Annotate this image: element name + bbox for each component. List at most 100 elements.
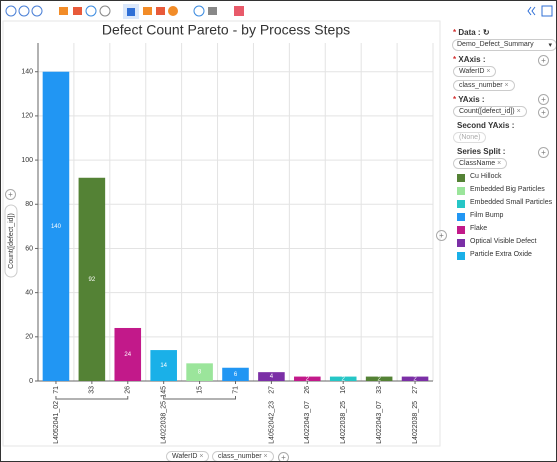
x-tick-label: 33: [89, 386, 96, 394]
label: Data :: [458, 28, 481, 37]
tool-icon[interactable]: [85, 5, 97, 17]
add-button[interactable]: +: [436, 230, 447, 241]
x-tick-label: 33: [376, 386, 383, 394]
add-button[interactable]: +: [538, 107, 549, 118]
tool-icon[interactable]: [168, 6, 178, 16]
legend-label: Particle Extra Oxide: [470, 251, 532, 258]
tool-icon[interactable]: [208, 7, 217, 15]
group-bracket: [55, 396, 129, 400]
data-heading: * Data : ↻: [453, 28, 490, 37]
y-tick-label: 0: [29, 378, 33, 385]
legend-label: Optical Visible Defect: [470, 238, 537, 245]
legend-swatch[interactable]: [457, 187, 465, 195]
bar: [114, 327, 142, 381]
x-tick-label: 71: [232, 386, 239, 394]
y-axis-title: Count([defect_id]): [8, 213, 15, 269]
bar: [78, 177, 106, 381]
bar: [401, 376, 429, 381]
field-pill[interactable]: WaferID: [453, 66, 497, 77]
legend-label: Embedded Big Particles: [470, 186, 545, 193]
tool-icon[interactable]: [5, 5, 17, 17]
bar-value-label: 140: [51, 224, 62, 230]
legend-label: Embedded Small Particles: [470, 199, 553, 206]
x-group-label: L4052041_02: [53, 401, 60, 444]
bar: [258, 372, 285, 381]
window-controls: [527, 5, 553, 17]
maximize-icon[interactable]: [541, 5, 553, 17]
tool-icon[interactable]: [31, 5, 43, 17]
x-tick-label: 15: [196, 386, 203, 394]
tool-icon[interactable]: [59, 7, 68, 15]
bar: [329, 376, 357, 381]
field-pill[interactable]: Count([defect_id]): [453, 106, 527, 117]
label: XAxis :: [458, 55, 486, 64]
split-heading: Series Split :: [457, 147, 506, 156]
select-value: Demo_Defect_Summary: [457, 41, 534, 48]
x-tick-label: 71: [53, 386, 60, 394]
add-button[interactable]: +: [278, 452, 289, 461]
y-axis-title-group: Count([defect_id]): [4, 204, 18, 278]
y-axis-pill[interactable]: [4, 204, 18, 278]
bar: [186, 363, 213, 381]
bar-value-label: 4: [270, 374, 274, 380]
group-bracket: [163, 396, 236, 400]
legend-swatch[interactable]: [457, 252, 465, 260]
y-tick-label: 120: [21, 113, 33, 120]
bar: [294, 376, 321, 381]
legend-swatch[interactable]: [457, 239, 465, 247]
bar-value-label: 6: [234, 372, 238, 378]
y-tick-label: 20: [25, 334, 33, 341]
label: YAxis :: [458, 95, 485, 104]
add-button[interactable]: +: [538, 147, 549, 158]
add-button[interactable]: +: [538, 94, 549, 105]
x-tick-label: 27: [268, 386, 275, 394]
bar-value-label: 2: [342, 376, 346, 382]
legend-swatch[interactable]: [457, 174, 465, 182]
y2-placeholder[interactable]: (None): [453, 132, 487, 143]
bar-value-label: 24: [124, 352, 131, 358]
x-group-label: L4022043_07: [376, 401, 383, 444]
legend-swatch[interactable]: [457, 226, 465, 234]
x-tick-label: 26: [304, 386, 311, 394]
tool-icon[interactable]: [143, 7, 152, 15]
tool-icon[interactable]: [73, 7, 82, 15]
collapse-icon[interactable]: [527, 6, 536, 16]
x-tick-label: 16: [340, 386, 347, 394]
x-field-pill[interactable]: WaferID: [166, 451, 210, 461]
legend-swatch[interactable]: [457, 213, 465, 221]
bar-value-label: 2: [306, 376, 310, 382]
field-pill[interactable]: ClassName: [453, 158, 508, 169]
yaxis-heading: * YAxis :: [453, 95, 485, 104]
x-field-pill[interactable]: class_number: [212, 451, 274, 461]
x-group-label: L4052042_23: [268, 401, 275, 444]
bar-value-label: 2: [413, 376, 417, 382]
y-tick-label: 40: [25, 289, 33, 296]
legend-swatch[interactable]: [457, 200, 465, 208]
data-select[interactable]: Demo_Defect_Summary ▾: [452, 39, 556, 51]
y-tick-label: 140: [21, 69, 33, 76]
bar-value-label: 92: [89, 277, 96, 283]
bar-value-label: 2: [377, 376, 381, 382]
y-tick-label: 80: [25, 201, 33, 208]
x-group-label: L4022038_25: [340, 401, 347, 444]
toolbar: [5, 4, 244, 19]
x-group-label: L4022043_07: [304, 401, 311, 444]
bar-value-label: 8: [198, 370, 202, 376]
tool-icon[interactable]: [127, 8, 135, 16]
x-group-label: L4022038_25: [161, 401, 168, 444]
legend-label: Film Bump: [470, 212, 504, 219]
field-pill[interactable]: class_number: [453, 80, 515, 91]
x-tick-label: 145: [161, 386, 168, 398]
add-button[interactable]: +: [5, 189, 16, 200]
chart: Defect Count Pareto - by Process Steps C…: [2, 20, 441, 447]
tool-icon[interactable]: [156, 7, 165, 15]
chart-title: Defect Count Pareto - by Process Steps: [102, 22, 350, 38]
tool-icon[interactable]: [193, 5, 205, 17]
tool-icon[interactable]: [234, 6, 244, 16]
tool-icon[interactable]: [18, 5, 30, 17]
add-button[interactable]: +: [538, 55, 549, 66]
tool-icon[interactable]: [99, 5, 111, 17]
xaxis-heading: * XAxis :: [453, 55, 486, 64]
y-tick-label: 60: [25, 245, 33, 252]
